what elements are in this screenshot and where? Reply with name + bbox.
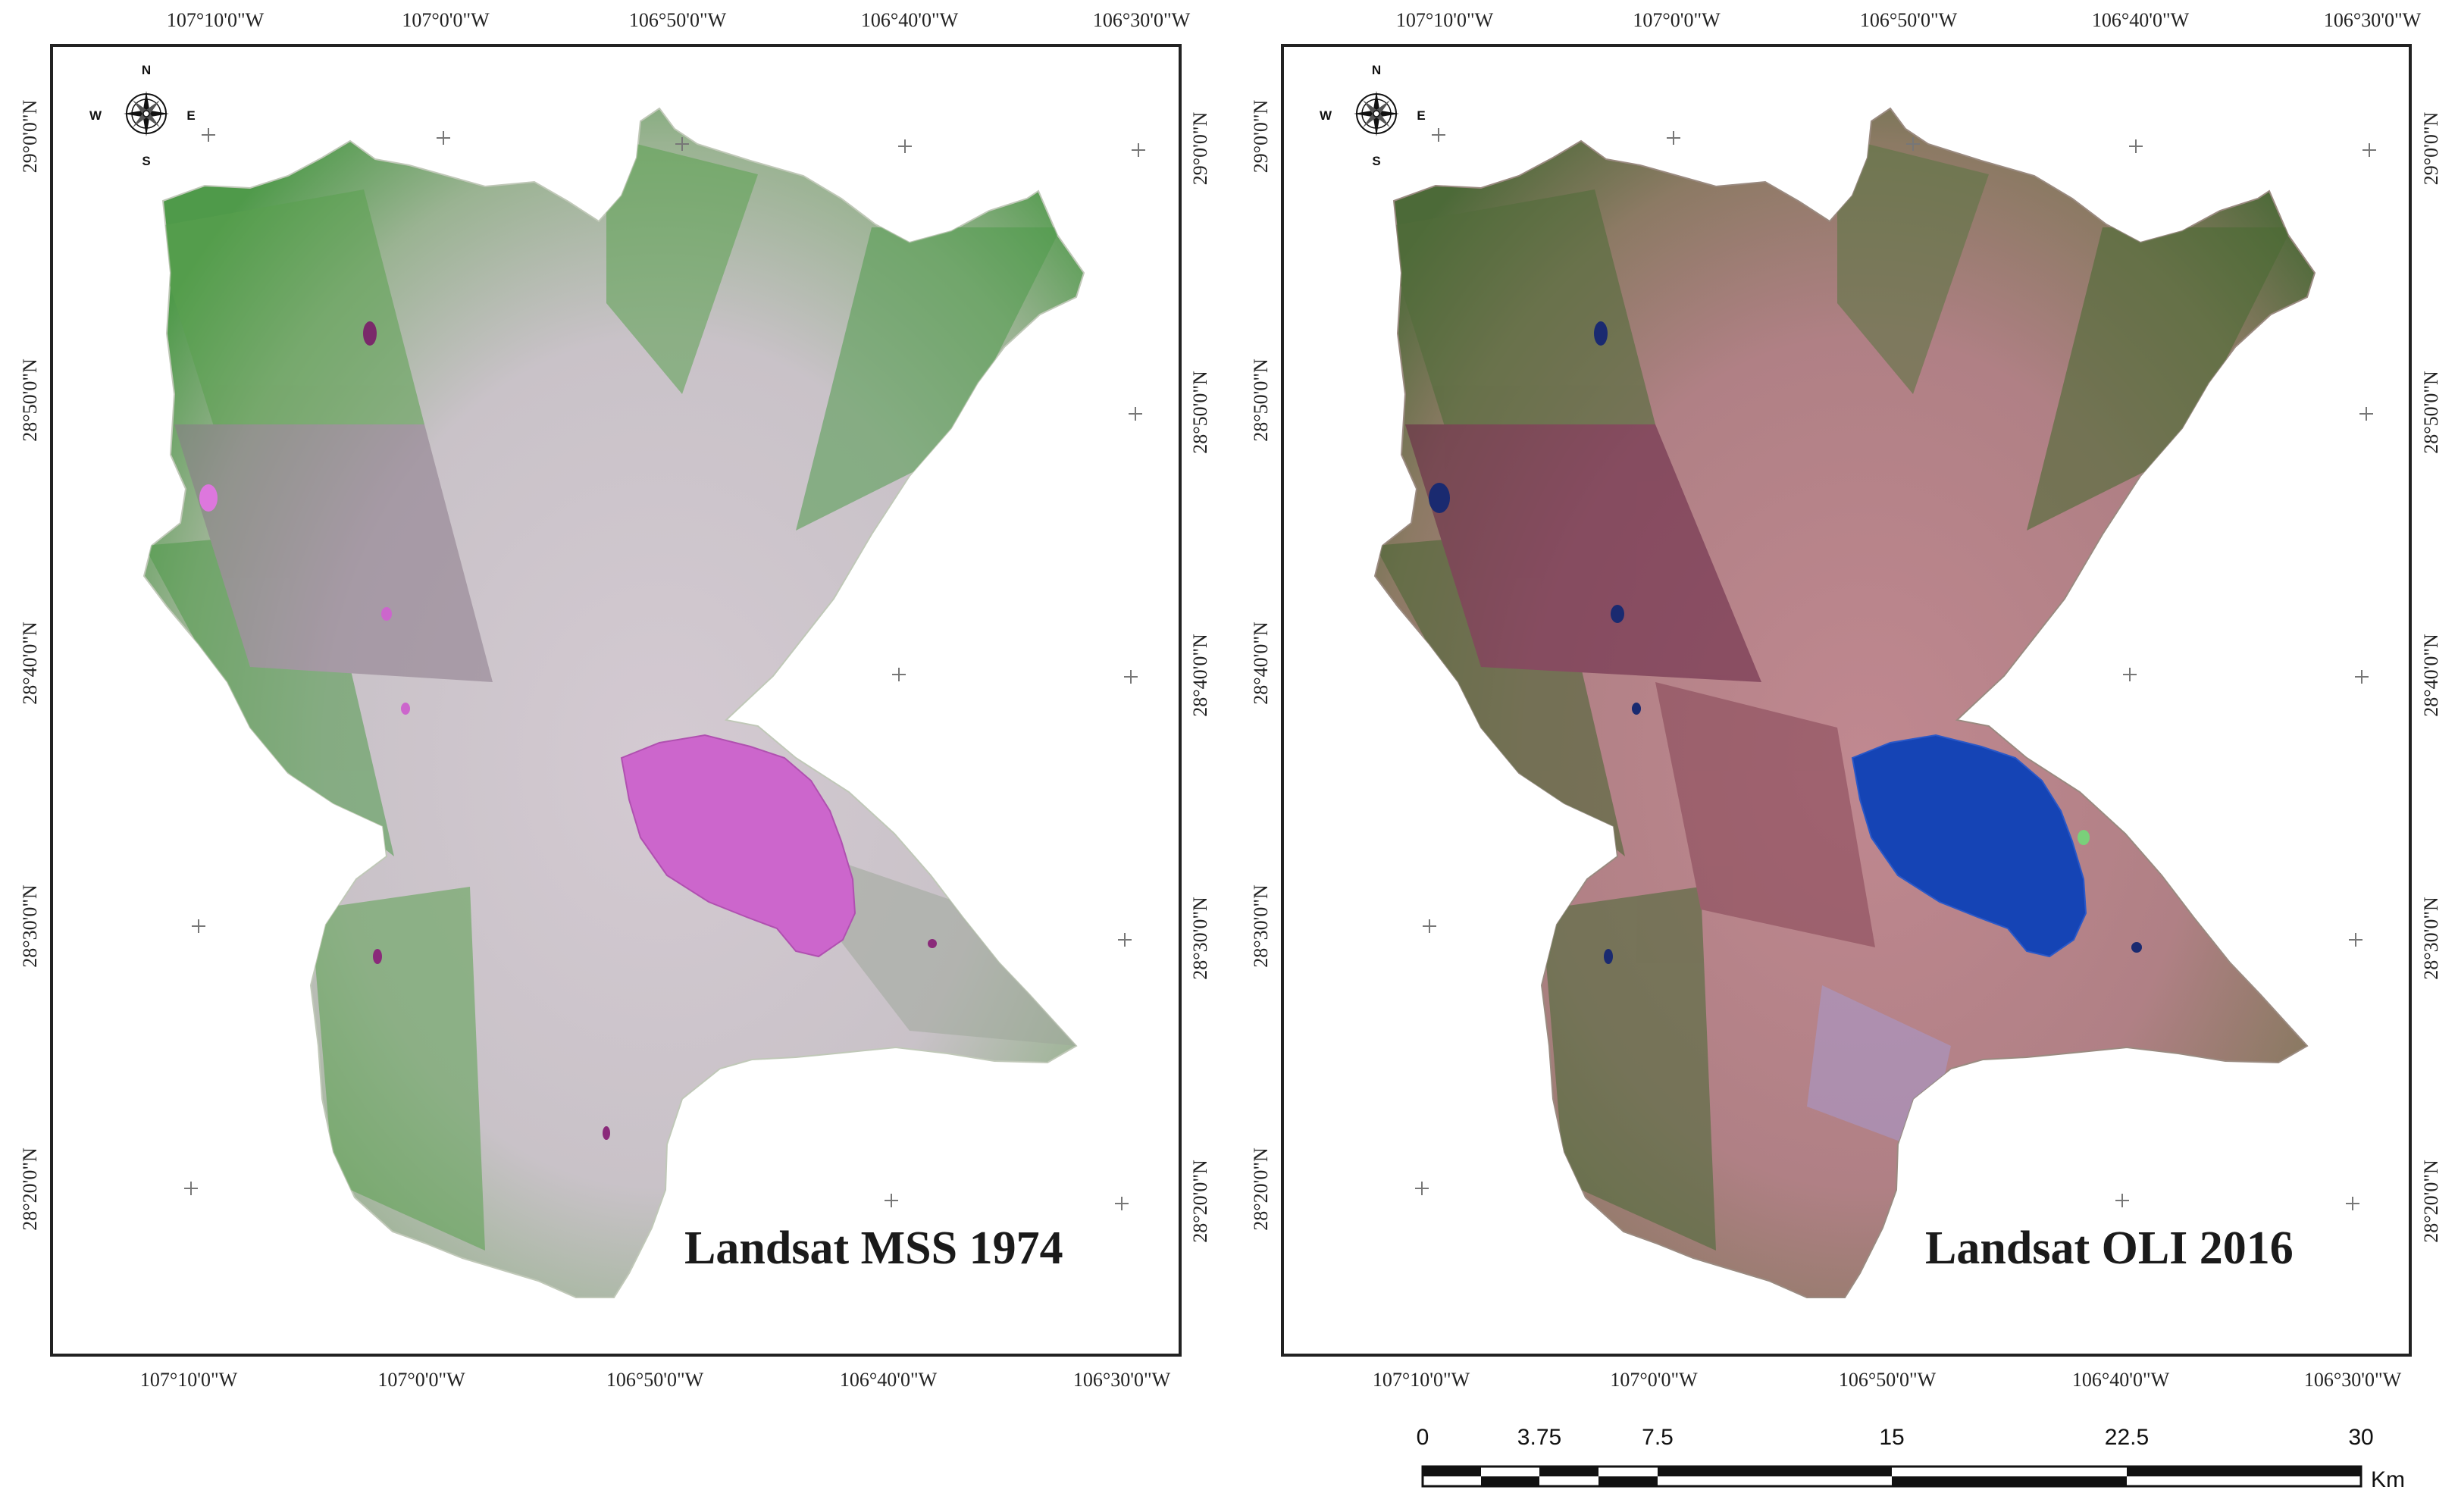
graticule-cross [1906,137,1920,151]
left-left-tick-5: 28°20'0"N [19,1147,41,1231]
graticule-cross [1115,1197,1129,1210]
right-right-tick-5: 28°20'0"N [2420,1160,2442,1243]
left-map-image [143,108,1085,1298]
graticule-cross [898,139,912,153]
right-bottom-tick-5: 106°30'0"W [2303,1369,2402,1391]
left-right-tick-2: 28°50'0"N [1189,371,1211,454]
right-left-tick-5: 28°20'0"N [1250,1147,1272,1231]
left-top-tick-1: 107°10'0"W [166,9,265,31]
right-map-image [1374,108,2316,1298]
graticule-cross [1423,919,1436,933]
scale-label-0: 0 [1416,1425,1429,1450]
scale-bar [1421,1465,2362,1488]
graticule-cross [2123,668,2137,681]
scale-label-7-5: 7.5 [1642,1425,1674,1450]
left-top-tick-2: 107°0'0"W [402,9,490,31]
left-right-tick-4: 28°30'0"N [1189,897,1211,980]
right-bottom-tick-1: 107°10'0"W [1372,1369,1470,1391]
right-right-tick-1: 29°0'0"N [2420,111,2442,186]
left-top-tick-3: 106°50'0"W [628,9,727,31]
right-map-title: Landsat OLI 2016 [1925,1222,2294,1274]
left-compass-s: S [142,154,150,168]
right-compass-n: N [1372,63,1381,77]
left-left-tick-2: 28°50'0"N [19,358,41,442]
right-bottom-tick-2: 107°0'0"W [1610,1369,1698,1391]
graticule-cross [2349,933,2362,947]
left-compass-w: W [89,108,102,123]
right-right-tick-3: 28°40'0"N [2420,634,2442,717]
right-left-tick-3: 28°40'0"N [1250,621,1272,705]
right-bottom-tick-3: 106°50'0"W [1838,1369,1937,1391]
right-top-tick-3: 106°50'0"W [1859,9,1958,31]
graticule-cross [2362,143,2376,157]
right-top-tick-4: 106°40'0"W [2091,9,2190,31]
scale-label-22-5: 22.5 [2104,1425,2150,1450]
left-top-tick-4: 106°40'0"W [860,9,959,31]
graticule-cross [202,128,215,142]
right-left-tick-4: 28°30'0"N [1250,884,1272,968]
left-compass-icon [123,90,170,137]
graticule-cross [192,919,205,933]
right-right-tick-2: 28°50'0"N [2420,371,2442,454]
right-top-tick-5: 106°30'0"W [2323,9,2422,31]
graticule-cross [1132,143,1145,157]
right-compass-icon [1353,90,1400,137]
left-compass-e: E [186,108,195,123]
graticule-cross [675,137,689,151]
right-left-tick-2: 28°50'0"N [1250,358,1272,442]
right-compass-s: S [1372,154,1380,168]
scale-label-3-75: 3.75 [1517,1425,1562,1450]
right-right-tick-4: 28°30'0"N [2420,897,2442,980]
graticule-cross [1432,128,1445,142]
graticule-cross [1124,670,1138,684]
left-right-tick-5: 28°20'0"N [1189,1160,1211,1243]
graticule-cross [2346,1197,2359,1210]
graticule-cross [2115,1194,2129,1207]
graticule-cross [1118,933,1132,947]
graticule-cross [885,1194,898,1207]
graticule-cross [437,131,450,145]
left-bottom-tick-2: 107°0'0"W [377,1369,465,1391]
graticule-cross [2359,407,2373,421]
graticule-cross [1667,131,1680,145]
graticule-cross [1415,1182,1429,1195]
left-bottom-tick-4: 106°40'0"W [839,1369,938,1391]
graticule-cross [184,1182,198,1195]
right-bottom-tick-4: 106°40'0"W [2071,1369,2170,1391]
left-bottom-tick-3: 106°50'0"W [606,1369,704,1391]
left-right-tick-3: 28°40'0"N [1189,634,1211,717]
left-left-tick-3: 28°40'0"N [19,621,41,705]
scale-label-15: 15 [1879,1425,1905,1450]
graticule-cross [2355,670,2369,684]
graticule-cross [1129,407,1142,421]
left-top-tick-5: 106°30'0"W [1092,9,1191,31]
graticule-crosses [184,128,2376,1210]
left-bottom-tick-1: 107°10'0"W [139,1369,238,1391]
scale-label-30: 30 [2348,1425,2374,1450]
right-compass-w: W [1320,108,1332,123]
right-top-tick-1: 107°10'0"W [1395,9,1494,31]
left-compass-n: N [142,63,151,77]
graticule-cross [2129,139,2143,153]
right-compass-e: E [1417,108,1425,123]
graticule-cross [892,668,906,681]
left-bottom-tick-5: 106°30'0"W [1072,1369,1171,1391]
right-left-tick-1: 29°0'0"N [1250,99,1272,174]
left-left-tick-4: 28°30'0"N [19,884,41,968]
scale-unit: Km [2371,1467,2405,1492]
left-left-tick-1: 29°0'0"N [19,99,41,174]
right-top-tick-2: 107°0'0"W [1633,9,1721,31]
left-right-tick-1: 29°0'0"N [1189,111,1211,186]
left-map-title: Landsat MSS 1974 [684,1222,1063,1274]
